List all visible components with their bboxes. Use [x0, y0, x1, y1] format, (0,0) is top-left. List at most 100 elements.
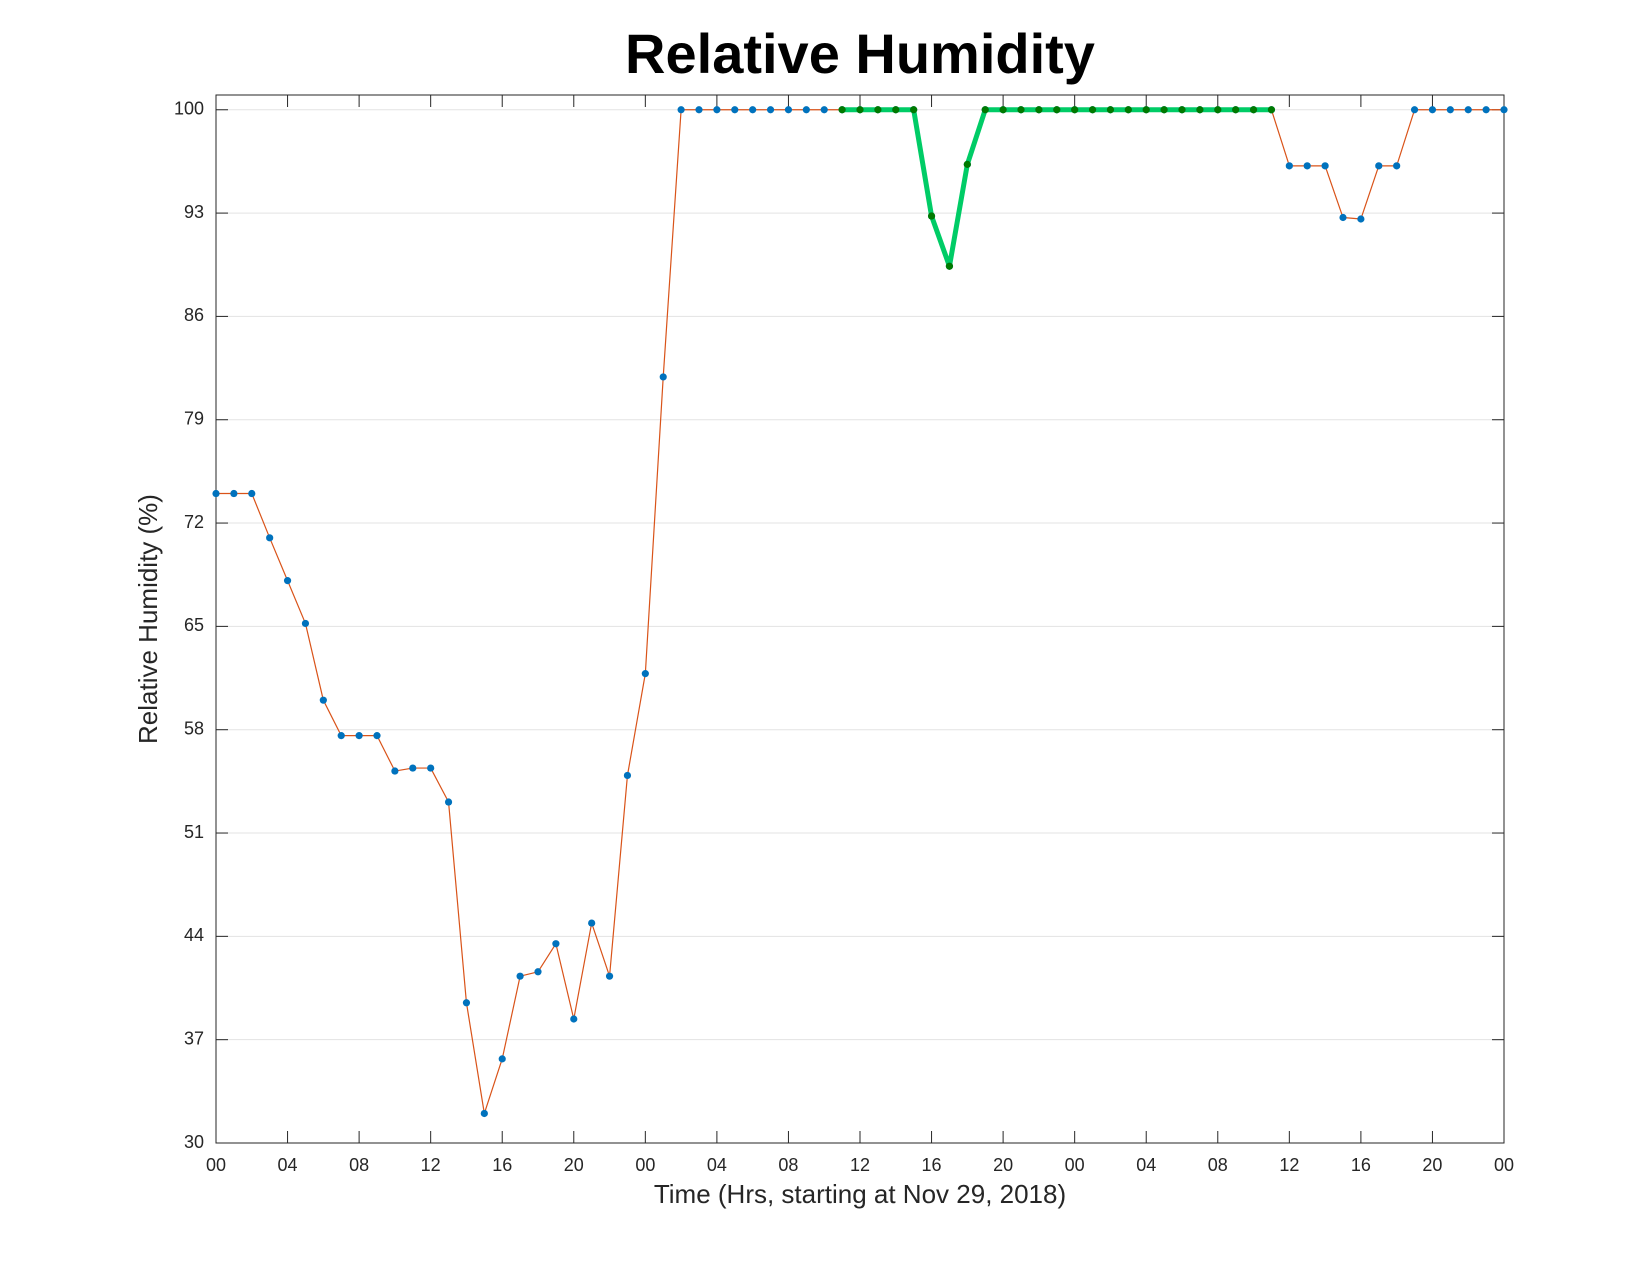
x-tick-label: 00 [635, 1155, 655, 1175]
data-point [1035, 106, 1043, 114]
data-point [874, 106, 882, 114]
data-point [910, 106, 918, 114]
data-point [373, 732, 381, 740]
data-point [248, 489, 256, 498]
data-point [1142, 106, 1150, 114]
y-tick-label: 79 [184, 408, 204, 428]
data-point [677, 106, 685, 114]
data-point [749, 106, 757, 114]
data-point [1106, 106, 1115, 114]
data-point [355, 732, 363, 740]
data-point [1088, 106, 1097, 114]
plot-area [216, 95, 1504, 1143]
data-point [838, 106, 846, 114]
x-tick-label: 12 [421, 1155, 441, 1175]
data-point [534, 968, 542, 976]
data-point [337, 732, 345, 740]
data-point [1339, 213, 1347, 222]
data-point [1321, 162, 1329, 170]
data-point [391, 767, 399, 775]
data-point [927, 212, 936, 220]
data-point [1303, 162, 1311, 170]
data-point [713, 106, 721, 114]
data-point [945, 262, 954, 270]
data-point [1375, 162, 1383, 170]
data-point [784, 106, 793, 114]
y-axis-label: Relative Humidity (%) [133, 494, 163, 744]
x-tick-label: 08 [349, 1155, 369, 1175]
x-tick-label: 04 [1136, 1155, 1156, 1175]
y-tick-label: 65 [184, 615, 204, 635]
chart-title: Relative Humidity [625, 22, 1095, 85]
data-point [480, 1109, 488, 1118]
data-point [462, 999, 471, 1007]
data-point [1482, 106, 1490, 114]
data-point [999, 106, 1007, 114]
x-tick-label: 12 [1279, 1155, 1299, 1175]
data-point [802, 106, 810, 114]
data-point [766, 106, 775, 114]
data-point [1232, 106, 1240, 114]
x-tick-label: 12 [850, 1155, 870, 1175]
data-point [427, 764, 435, 772]
data-point [1446, 106, 1454, 114]
x-tick-label: 08 [1208, 1155, 1228, 1175]
y-tick-label: 86 [184, 305, 204, 325]
data-point [212, 489, 220, 498]
data-point [1357, 215, 1365, 223]
data-point [1124, 106, 1132, 114]
y-tick-label: 58 [184, 718, 204, 738]
data-point [230, 489, 238, 498]
data-point [659, 373, 667, 381]
data-point [1285, 162, 1293, 170]
y-tick-label: 44 [184, 925, 204, 945]
y-tick-label: 100 [174, 99, 204, 119]
y-tick-label: 37 [184, 1028, 204, 1048]
data-point [731, 106, 739, 114]
data-point [1214, 106, 1222, 114]
y-tick-label: 72 [184, 512, 204, 532]
data-point [1410, 106, 1419, 114]
data-point [1249, 106, 1258, 114]
data-point [1267, 106, 1276, 114]
data-point [409, 764, 417, 772]
data-point [283, 577, 292, 585]
y-tick-label: 93 [184, 202, 204, 222]
data-point [892, 106, 900, 114]
x-axis-label: Time (Hrs, starting at Nov 29, 2018) [654, 1179, 1066, 1209]
x-tick-label: 16 [922, 1155, 942, 1175]
x-tick-label: 04 [707, 1155, 727, 1175]
data-point [319, 696, 327, 704]
x-tick-label: 00 [1065, 1155, 1085, 1175]
plot-frame [215, 94, 1505, 1144]
data-point [1464, 106, 1472, 114]
data-point [498, 1055, 506, 1063]
data-point [1053, 106, 1061, 114]
x-tick-label: 16 [492, 1155, 512, 1175]
x-tick-label: 20 [564, 1155, 584, 1175]
data-point [820, 106, 828, 114]
data-point [695, 106, 703, 114]
data-point [552, 940, 560, 948]
data-point [266, 534, 274, 542]
data-point [641, 670, 649, 678]
x-tick-label: 20 [993, 1155, 1013, 1175]
x-tick-label: 00 [206, 1155, 226, 1175]
data-point [444, 798, 453, 806]
y-tick-label: 30 [184, 1132, 204, 1152]
data-point [1196, 106, 1204, 114]
data-point [1178, 106, 1186, 114]
data-point [1393, 162, 1401, 170]
data-point [623, 771, 632, 780]
y-tick-label: 51 [184, 822, 204, 842]
data-point [1160, 106, 1168, 114]
data-point [856, 106, 864, 114]
data-point [1071, 106, 1079, 114]
x-tick-label: 20 [1422, 1155, 1442, 1175]
data-point [1017, 106, 1025, 114]
data-point [963, 160, 971, 168]
x-tick-label: 16 [1351, 1155, 1371, 1175]
data-point [1428, 106, 1437, 114]
